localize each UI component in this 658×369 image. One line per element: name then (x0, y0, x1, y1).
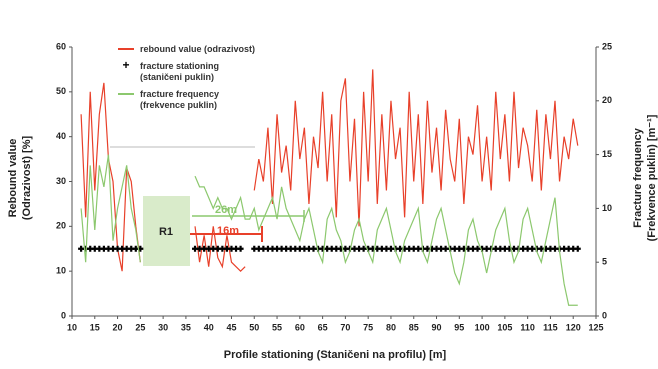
annotation: R1 (159, 226, 173, 238)
x-tick-label: 115 (543, 322, 558, 332)
x-tick-label: 55 (272, 322, 282, 332)
x-tick-label: 70 (340, 322, 350, 332)
x-tick-label: 85 (409, 322, 419, 332)
marker (237, 245, 244, 252)
y-tick-label: 30 (56, 176, 66, 186)
y2-tick-label: 25 (602, 41, 612, 51)
y-tick-label: 50 (56, 86, 66, 96)
y2-tick-label: 20 (602, 95, 612, 105)
x-tick-label: 40 (204, 322, 214, 332)
y2-tick-label: 10 (602, 203, 612, 213)
legend-swatch (118, 48, 134, 50)
legend-swatch (118, 93, 134, 95)
legend-item: rebound value (odrazivost) (118, 44, 258, 55)
x-tick-label: 100 (475, 322, 490, 332)
legend-item: + fracture stationing (staničeni puklin) (118, 58, 258, 83)
x-tick-label: 30 (158, 322, 168, 332)
legend-item: fracture frequency (frekvence puklin) (118, 89, 258, 111)
annotation: 16m (217, 225, 239, 237)
x-tick-label: 15 (90, 322, 100, 332)
legend-label: rebound value (odrazivost) (140, 44, 256, 54)
x-tick-label: 75 (363, 322, 373, 332)
x-tick-label: 90 (432, 322, 442, 332)
y2-tick-label: 5 (602, 257, 607, 267)
x-tick-label: 95 (454, 322, 464, 332)
x-tick-label: 25 (135, 322, 145, 332)
series-line (80, 69, 579, 273)
y-tick-label: 40 (56, 131, 66, 141)
y2-tick-label: 0 (602, 310, 607, 320)
y-axis-label: Rebound value (Odrazivost) [%] (7, 135, 33, 221)
y2-tick-label: 15 (602, 149, 612, 159)
marker (574, 245, 581, 252)
x-tick-label: 125 (588, 322, 603, 332)
legend-label: fracture stationing (staničeni puklin) (140, 61, 220, 82)
y-tick-label: 10 (56, 266, 66, 276)
x-tick-label: 10 (67, 322, 77, 332)
series-line (80, 154, 578, 306)
x-tick-label: 60 (295, 322, 305, 332)
x-tick-label: 20 (113, 322, 123, 332)
x-tick-label: 65 (318, 322, 328, 332)
y2-axis-label: Fracture frequency (Frekvence puklin) [m… (632, 114, 658, 242)
legend: rebound value (odrazivost) + fracture stat… (118, 44, 258, 117)
x-tick-label: 120 (566, 322, 581, 332)
x-axis-label: Profile stationing (Staničeni na profilu… (223, 349, 447, 361)
x-tick-label: 45 (226, 322, 236, 332)
y-tick-label: 60 (56, 41, 66, 51)
legend-label: fracture frequency (frekvence puklin) (140, 89, 220, 110)
legend-swatch: + (122, 58, 130, 72)
x-tick-label: 80 (386, 322, 396, 332)
x-tick-label: 105 (497, 322, 512, 332)
x-tick-label: 110 (520, 322, 535, 332)
x-tick-label: 35 (181, 322, 191, 332)
y-tick-label: 20 (56, 221, 66, 231)
x-tick-label: 50 (249, 322, 259, 332)
region-box (143, 196, 190, 266)
annotation: 26m (215, 204, 237, 216)
y-tick-label: 0 (61, 310, 66, 320)
